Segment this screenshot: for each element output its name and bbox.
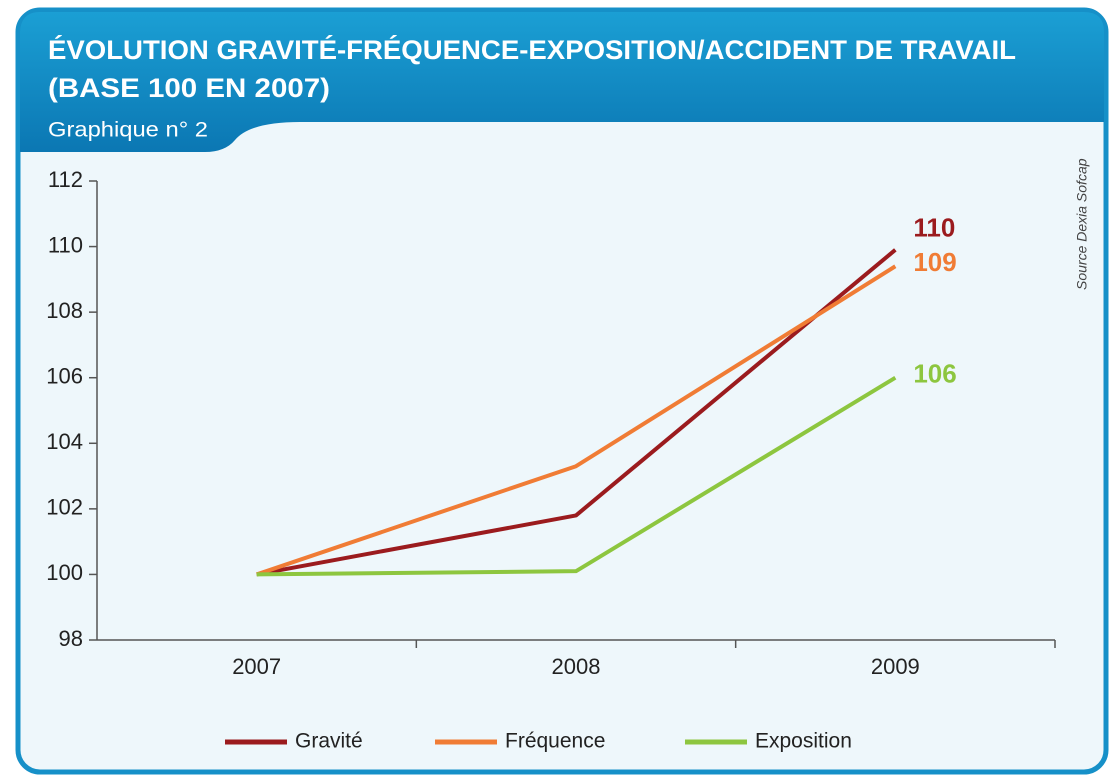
x-tick-label: 2009 (871, 654, 920, 679)
legend-label: Gravité (295, 730, 363, 753)
source: Source Dexia Sofcap (1074, 158, 1090, 290)
y-tick-label: 112 (48, 167, 83, 192)
value-label: 110 (913, 213, 955, 243)
y-tick-label: 108 (46, 298, 83, 323)
series-line (256, 376, 897, 577)
legend-label: Exposition (755, 730, 852, 753)
value-label: 109 (913, 247, 956, 277)
y-tick-label: 98 (59, 626, 83, 651)
x-tick-label: 2007 (232, 654, 281, 679)
y-tick-label: 106 (46, 364, 83, 389)
y-tick-label: 100 (46, 560, 83, 585)
legend-label: Fréquence (505, 730, 605, 753)
y-tick-label: 102 (46, 495, 83, 520)
value-label: 106 (913, 359, 956, 389)
header (20, 12, 1104, 152)
series-line (256, 248, 897, 577)
series-line (256, 264, 897, 577)
title-line: (BASE 100 EN 2007) (48, 73, 330, 103)
y-tick-label: 104 (46, 429, 83, 454)
y-tick-label: 110 (48, 232, 83, 257)
panel (15, 7, 1109, 775)
title-line: ÉVOLUTION GRAVITÉ-FRÉQUENCE-EXPOSITION/A… (48, 34, 1016, 65)
subtitle: Graphique n° 2 (48, 119, 208, 142)
x-tick-label: 2008 (552, 654, 601, 679)
